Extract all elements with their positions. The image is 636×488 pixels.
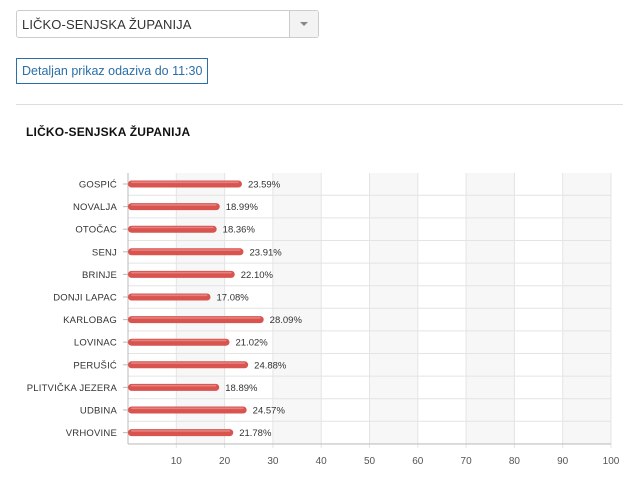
- county-select-value: LIČKO-SENJSKA ŽUPANIJA: [22, 17, 192, 32]
- bar-highlight: [131, 226, 214, 229]
- bar-highlight: [131, 294, 208, 297]
- category-label: KARLOBAG: [63, 315, 117, 326]
- data-label: 21.02%: [236, 338, 269, 349]
- bar: [128, 361, 249, 369]
- chevron-down-icon[interactable]: [289, 11, 318, 37]
- bar: [128, 270, 235, 278]
- category-label: NOVALJA: [73, 202, 117, 213]
- bar: [128, 203, 220, 211]
- x-tick-label: 20: [219, 456, 231, 467]
- bar: [128, 383, 220, 391]
- bar-highlight: [131, 407, 244, 410]
- category-label: OTOČAC: [75, 225, 117, 236]
- data-label: 24.57%: [253, 406, 286, 417]
- bar: [128, 316, 264, 324]
- x-tick-label: 70: [461, 456, 473, 467]
- bar: [128, 180, 242, 188]
- category-label: VRHOVINE: [66, 428, 117, 439]
- data-label: 28.09%: [270, 315, 303, 326]
- data-label: 23.91%: [249, 247, 282, 258]
- data-label: 17.08%: [216, 293, 249, 304]
- bar: [128, 338, 230, 346]
- county-select[interactable]: LIČKO-SENJSKA ŽUPANIJA: [16, 10, 319, 38]
- data-label: 18.89%: [225, 383, 258, 394]
- category-label: LOVINAC: [74, 338, 117, 349]
- category-label: DONJI LAPAC: [53, 293, 117, 304]
- chart-title: LIČKO-SENJSKA ŽUPANIJA: [26, 125, 191, 139]
- category-label: PLITVIČKA JEZERA: [27, 383, 118, 394]
- bar: [128, 429, 234, 437]
- x-tick-label: 100: [603, 456, 620, 467]
- detail-turnout-button[interactable]: Detaljan prikaz odaziva do 11:30: [16, 58, 209, 84]
- bar: [128, 293, 211, 301]
- bar-highlight: [131, 181, 239, 184]
- data-label: 22.10%: [241, 270, 274, 281]
- category-label: PERUŠIĆ: [73, 360, 117, 371]
- data-label: 23.59%: [248, 180, 281, 191]
- bar: [128, 406, 247, 414]
- turnout-bar-chart: 10 20 30 40 50 60 70 80 90 100 GOSPIĆ 23.59% NOVALJA…: [27, 173, 620, 467]
- bar-highlight: [131, 430, 231, 432]
- bar-highlight: [131, 204, 217, 206]
- data-label: 24.88%: [254, 360, 287, 371]
- category-label: SENJ: [92, 247, 117, 258]
- data-label: 21.78%: [239, 428, 272, 439]
- divider: [16, 104, 623, 105]
- x-tick-label: 90: [557, 456, 569, 467]
- category-label: BRINJE: [82, 270, 117, 281]
- bar: [128, 248, 244, 256]
- category-label: UDBINA: [80, 406, 118, 417]
- bar-highlight: [131, 271, 232, 274]
- bar-highlight: [131, 249, 241, 251]
- x-tick-label: 50: [364, 456, 376, 467]
- x-tick-label: 60: [412, 456, 424, 467]
- x-tick-label: 10: [171, 456, 183, 467]
- data-label: 18.99%: [226, 202, 259, 213]
- x-tick-label: 40: [316, 456, 328, 467]
- bar-highlight: [131, 362, 246, 364]
- bar-highlight: [131, 317, 261, 319]
- bar-highlight: [131, 339, 227, 342]
- category-label: GOSPIĆ: [79, 180, 117, 191]
- bar: [128, 225, 217, 233]
- data-label: 18.36%: [223, 225, 256, 236]
- x-tick-label: 80: [509, 456, 521, 467]
- bar-highlight: [131, 384, 217, 387]
- x-tick-label: 30: [267, 456, 279, 467]
